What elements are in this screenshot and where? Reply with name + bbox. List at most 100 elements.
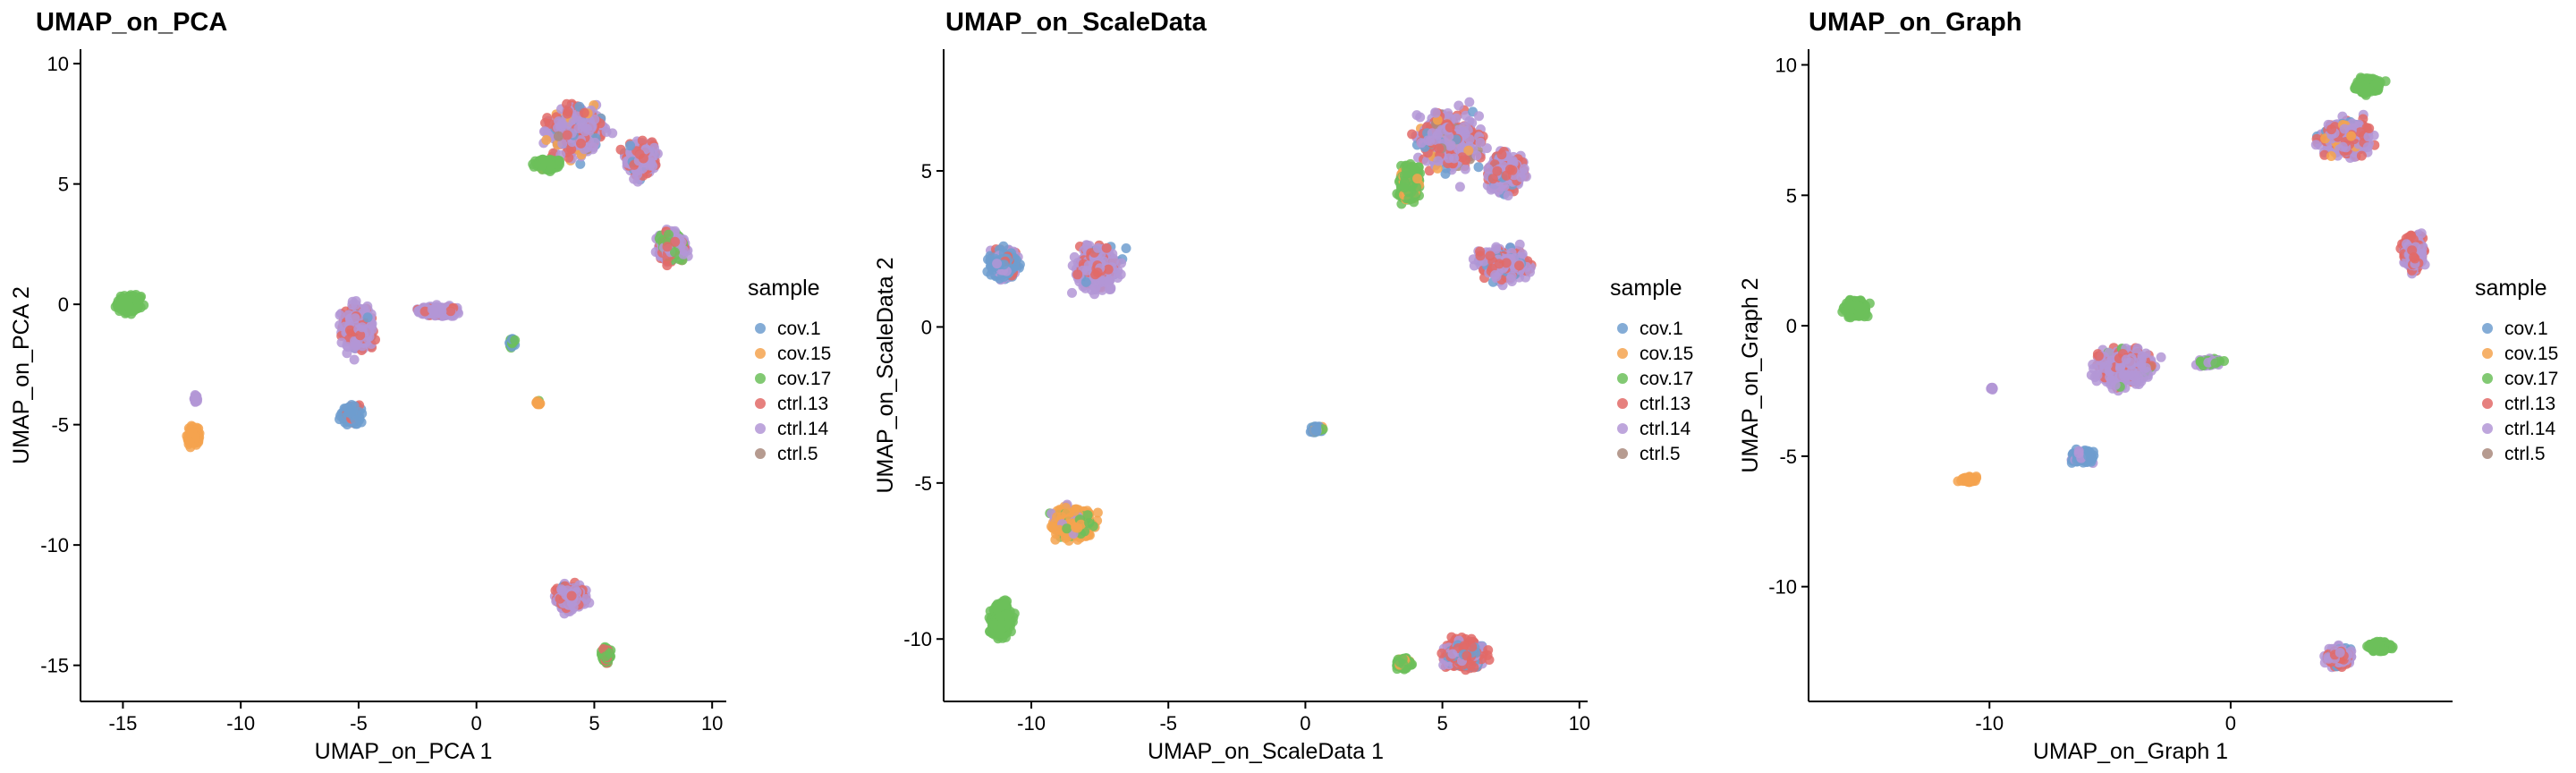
cluster-9: [412, 300, 463, 321]
point-ctrl.13: [1485, 251, 1496, 261]
point-ctrl.14: [335, 310, 345, 320]
x-tick-label: -5: [1159, 712, 1177, 735]
point-ctrl.14: [1451, 113, 1462, 123]
point-ctrl.13: [1501, 258, 1512, 268]
point-ctrl.13: [638, 153, 648, 164]
x-tick-label: -5: [350, 712, 368, 735]
x-tick-label: 5: [1436, 712, 1447, 735]
point-ctrl.13: [1507, 165, 1518, 175]
panel-title: UMAP_on_ScaleData: [945, 8, 1208, 37]
cluster-12: [531, 395, 546, 410]
point-ctrl.14: [1517, 249, 1528, 259]
legend-swatch: [755, 398, 766, 409]
point-ctrl.14: [349, 354, 360, 365]
cluster-4: [528, 154, 564, 176]
point-ctrl.13: [1514, 260, 1524, 271]
point-cov.1: [575, 158, 586, 169]
cluster-1: [538, 98, 618, 169]
y-tick-label: -5: [51, 414, 69, 437]
cluster-14: [597, 641, 616, 668]
point-ctrl.13: [1475, 251, 1486, 261]
point-cov.17: [664, 229, 674, 240]
point-cov.17: [131, 303, 142, 314]
point-ctrl.14: [428, 306, 439, 317]
y-axis-title: UMAP_on_ScaleData 2: [873, 257, 898, 493]
point-ctrl.5: [553, 131, 564, 141]
point-ctrl.13: [1457, 152, 1468, 163]
legend: samplecov.1cov.15cov.17ctrl.13ctrl.14ctr…: [748, 276, 831, 464]
point-ctrl.14: [1516, 172, 1527, 183]
point-cov.15: [1432, 163, 1443, 174]
point-ctrl.13: [670, 236, 681, 247]
point-ctrl.14: [190, 396, 200, 407]
point-cov.17: [510, 335, 521, 345]
point-ctrl.14: [556, 121, 567, 132]
cluster-4: [1392, 158, 1425, 209]
point-ctrl.14: [190, 390, 200, 400]
point-ctrl.14: [1507, 156, 1518, 166]
point-ctrl.14: [1453, 144, 1463, 155]
point-ctrl.14: [638, 163, 648, 174]
legend-swatch: [755, 423, 766, 434]
cluster-13: [549, 577, 595, 619]
point-cov.15: [541, 135, 552, 145]
x-tick-label: 10: [1569, 712, 1590, 735]
point-ctrl.14: [1454, 182, 1465, 192]
legend-label: cov.17: [777, 369, 831, 389]
point-ctrl.13: [445, 306, 456, 317]
point-ctrl.14: [1433, 156, 1444, 166]
point-ctrl.13: [542, 113, 553, 123]
point-ctrl.14: [1481, 143, 1492, 154]
legend-swatch: [755, 348, 766, 359]
point-ctrl.13: [1434, 143, 1445, 154]
point-ctrl.14: [1445, 140, 1455, 151]
panel-2: UMAP_on_ScaleData-10 -5 0 5 10-10-505UMAP_on…: [873, 8, 1693, 764]
point-ctrl.14: [649, 142, 659, 153]
y-tick-label: 10: [47, 53, 69, 75]
point-ctrl.14: [350, 313, 360, 324]
point-ctrl.14: [1436, 124, 1447, 135]
point-ctrl.13: [355, 330, 366, 341]
point-ctrl.14: [1431, 135, 1442, 146]
x-tick-label: -10: [226, 712, 255, 735]
point-ctrl.13: [576, 138, 586, 149]
cluster-11: [504, 334, 521, 353]
point-cov.1: [625, 140, 636, 151]
point-cov.17: [123, 301, 134, 310]
y-tick-label: -5: [914, 472, 932, 495]
point-cov.17: [654, 234, 665, 244]
point-cov.1: [1473, 162, 1484, 173]
x-tick-label: 10: [701, 712, 723, 735]
point-cov.1: [354, 414, 365, 425]
point-ctrl.14: [1444, 153, 1454, 164]
point-ctrl.13: [562, 98, 572, 109]
point-ctrl.13: [1407, 129, 1418, 140]
point-ctrl.13: [566, 144, 577, 155]
points-layer: [110, 98, 693, 668]
point-ctrl.14: [1415, 112, 1426, 123]
point-ctrl.14: [1490, 269, 1501, 280]
point-ctrl.14: [557, 139, 568, 149]
point-cov.17: [605, 648, 615, 658]
panel-1: UMAP_on_PCA-15 -10 -5 0 5 10-15-10-50510UMAP_…: [9, 8, 831, 764]
point-ctrl.14: [347, 300, 358, 310]
point-cov.1: [344, 407, 355, 418]
cluster-10: [335, 400, 368, 429]
legend-label: ctrl.5: [777, 444, 818, 464]
x-tick-label: 0: [471, 712, 482, 735]
y-tick-label: 0: [921, 316, 932, 338]
cluster-2: [1482, 146, 1531, 201]
point-ctrl.14: [1514, 239, 1525, 250]
point-ctrl.14: [1453, 100, 1464, 111]
cluster-6: [182, 420, 205, 453]
point-cov.1: [362, 312, 373, 323]
point-ctrl.14: [587, 121, 597, 132]
point-ctrl.14: [1475, 137, 1486, 148]
point-ctrl.13: [615, 144, 626, 155]
legend-label: ctrl.14: [777, 419, 829, 439]
point-ctrl.13: [662, 242, 673, 252]
point-ctrl.14: [357, 322, 368, 333]
y-tick-label: 5: [58, 174, 69, 196]
point-ctrl.13: [1496, 149, 1507, 160]
